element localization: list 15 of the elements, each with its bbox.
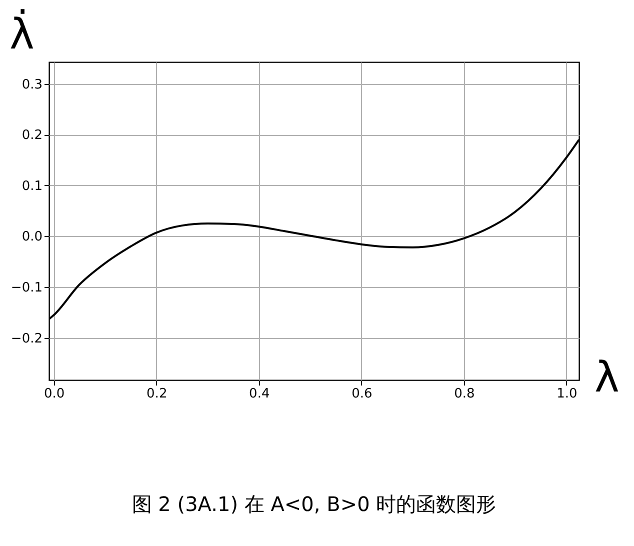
- y-tick-label: −0.1: [10, 280, 42, 296]
- x-axis-title: λ: [594, 352, 620, 402]
- x-tick-label: 0.8: [454, 386, 475, 402]
- x-tick-label: 0.6: [352, 386, 372, 402]
- caption: 图 2 (3A.1) 在 A<0, B>0 时的函数图形: [132, 492, 496, 516]
- y-tick-label: 0.3: [22, 77, 42, 92]
- y-tick-label: 0.2: [22, 128, 42, 144]
- x-tick-label: 0.0: [44, 386, 65, 402]
- x-tick-label: 0.2: [146, 386, 168, 402]
- y-tick-label: 0.1: [22, 178, 42, 194]
- y-tick-label: −0.2: [10, 331, 42, 346]
- y-tick-label: 0.0: [22, 230, 42, 245]
- y-axis-title: λ̇: [10, 8, 34, 58]
- x-tick-label: 0.4: [249, 386, 270, 402]
- x-tick-label: 1.0: [556, 386, 578, 402]
